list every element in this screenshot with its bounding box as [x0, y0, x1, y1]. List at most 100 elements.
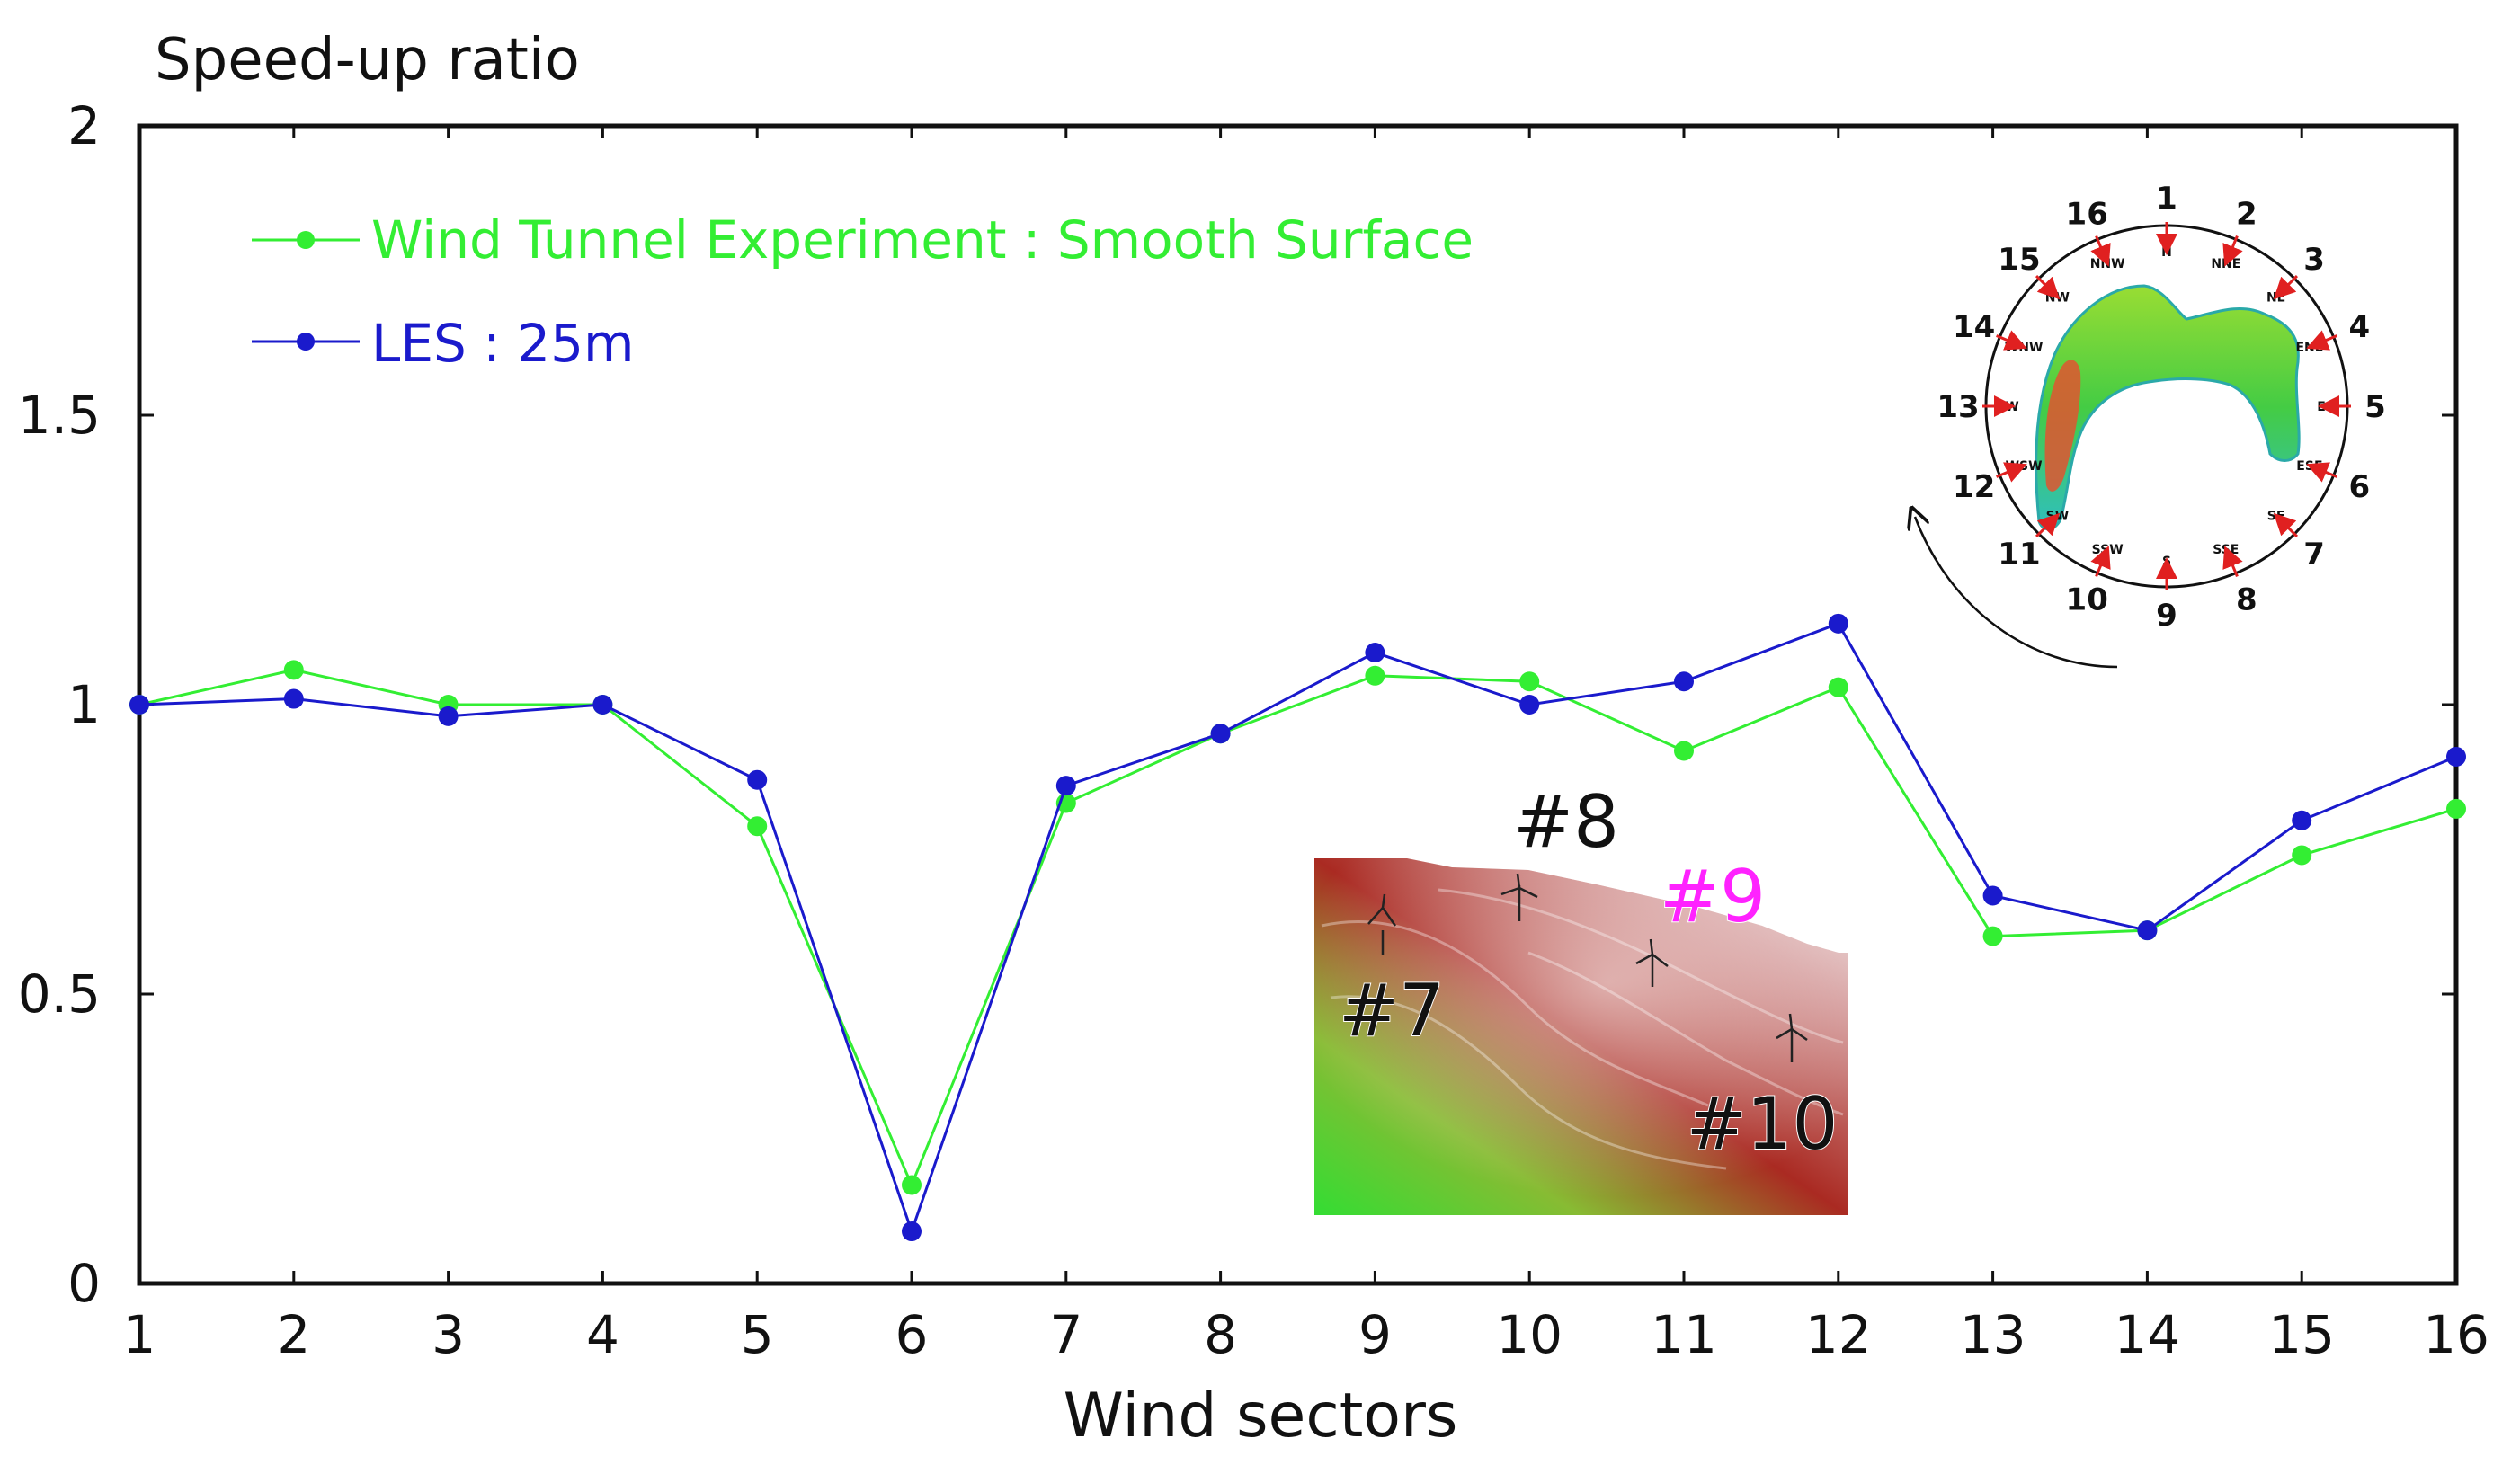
compass-direction-label: S	[2162, 555, 2171, 569]
wind-direction-arrow	[2035, 274, 2061, 300]
wind-direction-arrow	[1996, 462, 2027, 483]
legend-label-les: LES : 25m	[371, 313, 635, 374]
terrain-highlight	[1314, 858, 1848, 1215]
data-point	[1519, 671, 1540, 692]
compass-sector-number: 11	[1998, 537, 2040, 573]
x-tick-label: 11	[1651, 1304, 1717, 1365]
wind-direction-arrow	[2306, 330, 2337, 351]
y-tick-label: 2	[67, 95, 101, 156]
data-point	[747, 769, 768, 790]
terrain-peak-ridge	[2044, 360, 2081, 492]
compass-direction-label: NE	[2266, 290, 2285, 305]
turbine-label: #9	[1660, 855, 1766, 938]
x-tick-label: 13	[1960, 1304, 2026, 1365]
x-axis-title: Wind sectors	[1064, 1381, 1458, 1452]
rotation-arrow	[1915, 517, 2118, 669]
compass-sector-number: 8	[2236, 582, 2257, 617]
compass-sector-number: 6	[2349, 469, 2371, 505]
data-point	[1210, 724, 1231, 744]
x-tick-label: 10	[1496, 1304, 1563, 1365]
x-tick-label: 7	[1049, 1304, 1082, 1365]
compass-sector-number: 7	[2303, 537, 2325, 573]
compass-direction-label: SSW	[2092, 543, 2124, 557]
compass-direction-label: SSE	[2213, 543, 2239, 557]
wind-direction-arrow	[2035, 512, 2061, 538]
wind-direction-arrow	[2273, 274, 2299, 300]
x-tick-label: 4	[586, 1304, 619, 1365]
compass-sector-number: 5	[2364, 389, 2386, 425]
series-layer	[129, 613, 2466, 1242]
x-tick-label: 16	[2423, 1304, 2489, 1365]
x-tick-label: 5	[741, 1304, 774, 1365]
x-tick-label: 12	[1805, 1304, 1872, 1365]
compass-sector-number: 4	[2349, 309, 2371, 345]
data-point	[902, 1175, 922, 1195]
wind-direction-arrow	[1996, 330, 2027, 351]
turbine-label: #8	[1513, 780, 1619, 864]
data-point	[1828, 613, 1848, 634]
compass-sector-number: 3	[2303, 242, 2325, 278]
data-point	[1982, 885, 2003, 906]
compass-direction-label: ESE	[2296, 459, 2322, 474]
compass-direction-label: N	[2161, 245, 2172, 260]
data-point	[283, 688, 304, 709]
data-point	[1982, 926, 2003, 946]
data-point	[438, 706, 459, 726]
x-tick-label: 9	[1358, 1304, 1392, 1365]
legend-marker-wind-tunnel	[297, 231, 315, 249]
data-point	[592, 695, 613, 715]
y-tick-label: 0.5	[18, 963, 101, 1025]
compass-sector-number: 12	[1953, 469, 1995, 505]
data-point	[2446, 798, 2466, 819]
wind-direction-arrow	[2222, 235, 2243, 267]
turbine-label: #10	[1687, 1082, 1839, 1166]
y-tick-label: 1.5	[18, 385, 101, 446]
turbine-labels: #7 #8 #9 #10	[1338, 779, 1839, 1167]
x-tick-label: 14	[2114, 1304, 2180, 1365]
series-wind-tunnel	[129, 660, 2466, 1195]
compass-direction-label: NW	[2045, 290, 2070, 305]
x-axis: 1 2 3 4 5 6 7 8 9 10 11 12 13 14 15 16	[123, 126, 2489, 1365]
compass-sector-number: 16	[2066, 197, 2108, 233]
data-point	[1674, 741, 1694, 761]
wind-direction-arrow	[2090, 235, 2111, 267]
series-les	[129, 613, 2466, 1242]
data-point	[1674, 671, 1694, 692]
data-point	[1365, 643, 1385, 663]
wind-turbine-icons	[1367, 873, 1808, 1062]
x-tick-label: 6	[895, 1304, 929, 1365]
compass-sector-number: 10	[2066, 582, 2108, 617]
series-line	[138, 621, 2457, 1236]
wind-direction-arrow	[2090, 546, 2111, 577]
legend-marker-les	[297, 333, 315, 351]
data-point	[1828, 677, 1848, 697]
compass-direction-label: SW	[2046, 510, 2070, 524]
compass-sector-number: 1	[2156, 181, 2177, 217]
x-tick-label: 8	[1204, 1304, 1237, 1365]
data-point	[2292, 810, 2312, 830]
x-tick-label: 3	[432, 1304, 465, 1365]
compass-sector-number: 13	[1937, 389, 1979, 425]
legend-label-wind-tunnel: Wind Tunnel Experiment : Smooth Surface	[371, 209, 1474, 271]
compass-direction-label: W	[2005, 400, 2018, 414]
wind-direction-arrow	[2273, 512, 2299, 538]
data-point	[2137, 920, 2158, 941]
compass-sector-number: 15	[1998, 242, 2040, 278]
legend: Wind Tunnel Experiment : Smooth Surface …	[252, 209, 1474, 374]
terrain-contour-lines	[1321, 888, 1844, 1170]
compass-direction-label: NNE	[2211, 257, 2240, 271]
terrain-outline-ridge	[2035, 284, 2301, 531]
data-point	[1519, 695, 1540, 715]
data-point	[747, 816, 768, 837]
compass-sector-number: 2	[2236, 197, 2257, 233]
x-tick-label: 2	[277, 1304, 310, 1365]
x-tick-label: 15	[2268, 1304, 2335, 1365]
data-point	[902, 1221, 922, 1242]
data-point	[283, 660, 304, 680]
compass-sector-number: 9	[2156, 598, 2177, 634]
turbine-label: #7	[1339, 969, 1445, 1052]
data-point	[1365, 665, 1385, 686]
data-point	[2446, 746, 2466, 767]
